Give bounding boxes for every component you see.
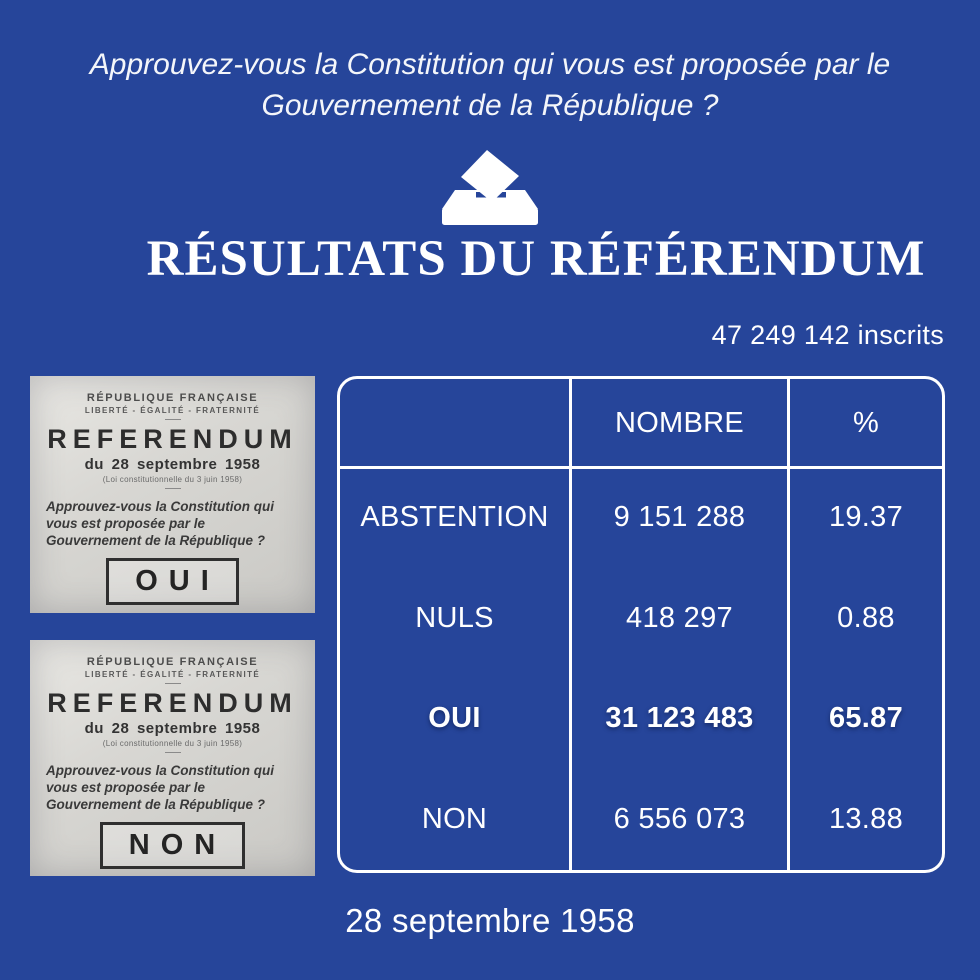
results-table: NOMBRE % ABSTENTION 9 151 288 19.37 NULS… — [337, 376, 945, 873]
cell-nuls-label: NULS — [415, 601, 494, 634]
ballot-republique: RÉPUBLIQUE FRANÇAISE — [86, 392, 259, 404]
table-column-divider — [787, 379, 790, 870]
cell-abstention-label: ABSTENTION — [360, 500, 549, 533]
cell-non-pct: 13.88 — [828, 803, 904, 836]
cell-oui-label: OUI — [428, 702, 481, 735]
referendum-date: 28 septembre 1958 — [345, 902, 635, 939]
ballot-divider — [164, 751, 181, 753]
cell-abstention-nombre: 9 151 288 — [613, 500, 746, 533]
ballot-paper-oui: RÉPUBLIQUE FRANÇAISE LIBERTÉ - ÉGALITÉ -… — [30, 376, 315, 613]
cell-nuls-pct: 0.88 — [837, 601, 895, 634]
ballot-subheading: du 28 septembre 1958 — [84, 719, 261, 737]
ballot-subheading: du 28 septembre 1958 — [84, 455, 261, 473]
cell-nuls-nombre: 418 297 — [626, 601, 733, 634]
table-column-divider — [569, 379, 572, 870]
page-title: RÉSULTATS DU RÉFÉRENDUM — [146, 231, 926, 287]
ballot-devise: LIBERTÉ - ÉGALITÉ - FRATERNITÉ — [84, 406, 261, 415]
ballot-paper-non: RÉPUBLIQUE FRANÇAISE LIBERTÉ - ÉGALITÉ -… — [30, 640, 315, 876]
cell-non-label: NON — [421, 803, 488, 836]
header-cell-nombre: NOMBRE — [614, 406, 745, 439]
cell-oui-pct: 65.87 — [828, 702, 904, 735]
ballot-devise: LIBERTÉ - ÉGALITÉ - FRATERNITÉ — [84, 670, 261, 679]
ballot-box-icon — [435, 147, 545, 231]
ballot-choice-oui: OUI — [106, 558, 239, 606]
cell-oui-nombre: 31 123 483 — [605, 702, 754, 735]
ballot-divider — [164, 487, 181, 489]
ballot-republique: RÉPUBLIQUE FRANÇAISE — [86, 656, 259, 668]
header-cell-pct: % — [852, 406, 880, 439]
ballot-choice-non: NON — [99, 822, 246, 870]
ballot-divider — [164, 419, 181, 420]
cell-non-nombre: 6 556 073 — [613, 803, 746, 836]
referendum-question: Approuvez-vous la Constitution qui vous … — [89, 48, 891, 123]
ballot-heading: REFERENDUM — [47, 688, 298, 718]
ballot-law-line: (Loi constitutionnelle du 3 juin 1958) — [102, 474, 243, 484]
ballot-divider — [164, 683, 181, 684]
ballot-question: Approuvez-vous la Constitution qui vous … — [46, 762, 274, 813]
registered-voters-count: 47 249 142 inscrits — [711, 320, 944, 350]
header-cell-empty — [340, 379, 569, 467]
ballot-question: Approuvez-vous la Constitution qui vous … — [46, 498, 274, 549]
table-header-divider — [340, 466, 942, 469]
ballot-heading: REFERENDUM — [47, 424, 298, 454]
cell-abstention-pct: 19.37 — [828, 500, 904, 533]
ballot-law-line: (Loi constitutionnelle du 3 juin 1958) — [102, 738, 243, 748]
